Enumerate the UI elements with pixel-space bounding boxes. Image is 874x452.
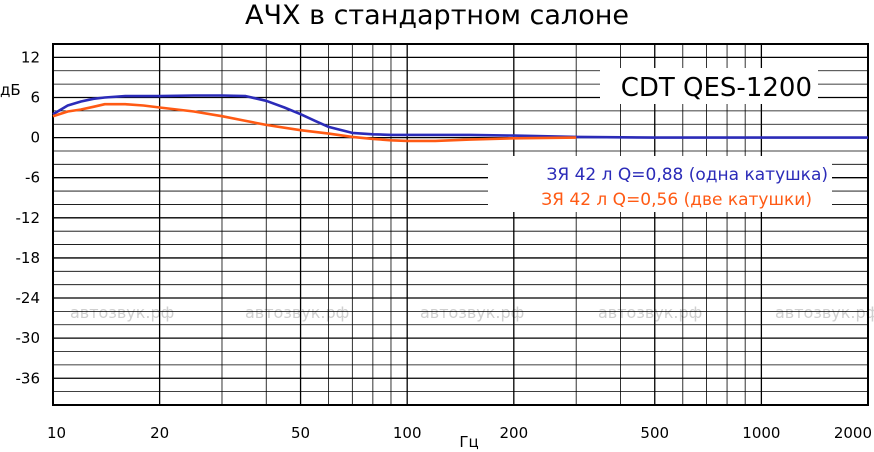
legend-bg [488, 156, 832, 212]
watermark-text: автозвук.рф [70, 303, 174, 322]
y-axis-ticks: 12 6 0 -6 -12 -18 -24 -30 -36 [16, 48, 41, 387]
x-tick-label: 50 [291, 424, 310, 442]
watermark-text: автозвук.рф [598, 303, 702, 322]
x-tick-label: 20 [150, 424, 169, 442]
chart-title: АЧХ в стандартном салоне [245, 0, 629, 31]
model-label-bg [600, 68, 818, 104]
watermark-text: автозвук.рф [420, 303, 524, 322]
x-axis-label: Гц [459, 433, 478, 451]
series-layer [52, 94, 868, 143]
x-tick-label: 1000 [742, 424, 780, 442]
y-tick-label: -24 [16, 289, 41, 307]
y-tick-label: -36 [16, 369, 41, 387]
x-tick-label: 100 [393, 424, 422, 442]
legend-entry-series-1: ЗЯ 42 л Q=0,88 (одна катушка) [546, 165, 828, 185]
annotations: CDT QES-1200 ЗЯ 42 л Q=0,88 (одна катушк… [488, 68, 832, 212]
y-tick-label: -18 [16, 249, 41, 267]
legend-entry-series-2: ЗЯ 42 л Q=0,56 (две катушки) [541, 190, 812, 210]
watermark-text: автозвук.рф [775, 303, 874, 322]
y-tick-label: 0 [30, 129, 40, 147]
x-tick-label: 500 [640, 424, 669, 442]
y-tick-label: -6 [25, 169, 40, 187]
y-axis-label: дБ [0, 81, 21, 99]
y-tick-label: -12 [16, 209, 41, 227]
series-line-1 [52, 94, 868, 139]
x-axis-ticks: 10 20 50 100 200 500 1000 2000 [47, 424, 872, 442]
watermark-text: автозвук.рф [245, 303, 349, 322]
x-tick-label: 200 [499, 424, 528, 442]
x-tick-label: 2000 [834, 424, 872, 442]
y-tick-label: 12 [21, 48, 40, 66]
model-label: CDT QES-1200 [621, 73, 812, 103]
series-line-2 [52, 102, 577, 143]
watermark: автозвук.рф автозвук.рф автозвук.рф автозву… [70, 303, 874, 322]
plot-area [52, 43, 869, 406]
x-tick-label: 10 [47, 424, 66, 442]
y-tick-label: 6 [30, 88, 40, 106]
y-tick-label: -30 [16, 329, 41, 347]
